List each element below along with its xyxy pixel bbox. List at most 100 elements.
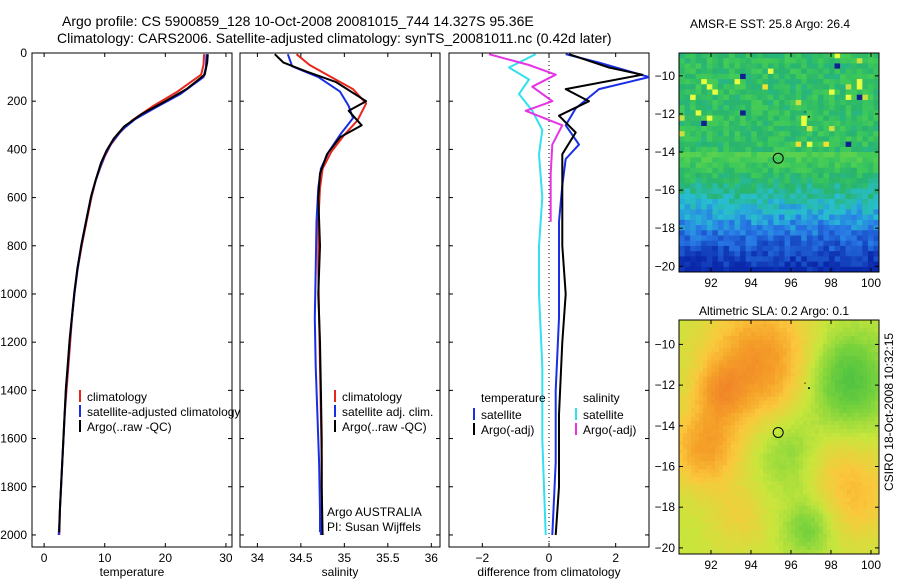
heatmap-cell [840, 84, 847, 90]
heatmap-cell [801, 131, 808, 137]
heatmap-cell [695, 58, 702, 64]
heatmap-cell [739, 473, 744, 478]
heatmap-cell [807, 497, 812, 502]
heatmap-cell [731, 368, 736, 373]
heatmap-cell [727, 428, 732, 434]
heatmap-cell [863, 537, 868, 543]
heatmap-cell [679, 79, 685, 85]
heatmap-cell [759, 384, 764, 389]
heatmap-cell [687, 469, 692, 474]
heatmap-cell [795, 360, 800, 365]
heatmap-cell [747, 348, 752, 353]
heatmap-cell [819, 432, 824, 438]
heatmap-cell [767, 245, 774, 252]
heatmap-cell [812, 79, 819, 85]
heatmap-cell [843, 416, 848, 422]
heatmap-cell [859, 328, 864, 333]
heatmap-cell [827, 437, 832, 442]
heatmap-cell [817, 105, 824, 111]
heatmap-cell [823, 493, 828, 498]
heatmap-cell [767, 384, 772, 389]
heatmap-cell [683, 336, 688, 341]
heatmap-cell [715, 445, 720, 450]
heatmap-cell [763, 332, 768, 337]
heatmap-cell [727, 493, 732, 498]
heatmap-cell [706, 188, 713, 195]
heatmap-cell [807, 453, 812, 458]
heatmap-cell [773, 162, 780, 169]
heatmap-cell [791, 441, 796, 446]
heatmap-cell [790, 219, 797, 226]
heatmap-cell [823, 396, 828, 402]
heatmap-cell [735, 412, 740, 418]
heatmap-cell [679, 432, 684, 438]
heatmap-cell [719, 473, 724, 478]
heatmap-cell [791, 457, 796, 462]
heatmap-cell [827, 449, 832, 454]
heatmap-cell [751, 320, 756, 325]
heatmap-cell [763, 356, 768, 361]
heatmap-cell [695, 376, 700, 381]
heatmap-cell [847, 497, 852, 502]
heatmap-cell [756, 214, 763, 221]
heatmap-cell [855, 513, 860, 519]
heatmap-cell [703, 328, 708, 333]
heatmap-cell [791, 372, 796, 377]
heatmap-cell [867, 485, 872, 490]
heatmap-cell [806, 162, 813, 169]
heatmap-cell [812, 251, 819, 257]
heatmap-cell [834, 99, 841, 106]
heatmap-cell [873, 73, 880, 80]
heatmap-cell [807, 509, 812, 515]
heatmap-cell [771, 384, 776, 389]
heatmap-cell [847, 501, 852, 506]
heatmap-cell [755, 537, 760, 543]
heatmap-cell [856, 141, 863, 148]
heatmap-cell [695, 364, 700, 369]
heatmap-cell [795, 199, 802, 205]
heatmap-cell [875, 485, 880, 490]
heatmap-cell [773, 105, 780, 111]
heatmap-cell [723, 352, 728, 357]
heatmap-cell [699, 441, 704, 446]
heatmap-cell [779, 266, 785, 273]
heatmap-cell [807, 541, 812, 547]
heatmap-cell [817, 68, 824, 75]
heatmap-cell [875, 324, 880, 329]
heatmap-cell [767, 251, 774, 257]
heatmap-cell [717, 199, 724, 205]
heatmap-cell [859, 541, 864, 547]
heatmap-cell [731, 340, 736, 345]
heatmap-cell [875, 348, 880, 353]
heatmap-cell [684, 251, 691, 257]
heatmap-cell [715, 416, 720, 422]
heatmap-cell [779, 251, 785, 257]
heatmap-cell [795, 380, 800, 385]
heatmap-cell [875, 368, 880, 373]
heatmap-cell [712, 63, 719, 70]
heatmap-cell [835, 324, 840, 329]
heatmap-cell [784, 188, 791, 195]
series-line-argo-raw-qc- [58, 54, 209, 533]
heatmap-cell [756, 167, 763, 174]
heatmap-cell [839, 509, 844, 515]
heatmap-cell [773, 172, 780, 179]
heatmap-cell [715, 428, 720, 434]
heatmap-cell [815, 408, 820, 414]
heatmap-cell [723, 457, 728, 462]
heatmap-cell [815, 396, 820, 402]
heatmap-cell [839, 501, 844, 506]
heatmap-cell [755, 412, 760, 418]
heatmap-cell [743, 449, 748, 454]
heatmap-cell [751, 352, 756, 357]
heatmap-cell [779, 473, 784, 478]
heatmap-cell [703, 412, 708, 418]
heatmap-cell [875, 541, 880, 547]
heatmap-cell [723, 336, 728, 341]
heatmap-cell [817, 73, 824, 80]
heatmap-cell [871, 412, 876, 418]
heatmap-cell [699, 332, 704, 337]
heatmap-cell [862, 131, 869, 137]
heatmap-cell [871, 432, 876, 438]
heatmap-cell [739, 428, 744, 434]
